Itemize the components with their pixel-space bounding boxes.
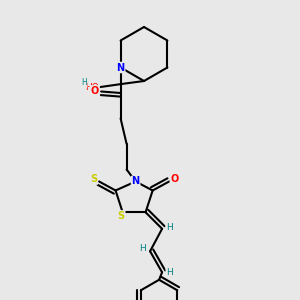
- Text: H: H: [166, 268, 173, 277]
- Text: H: H: [166, 223, 173, 232]
- Text: O: O: [90, 86, 99, 96]
- Text: H: H: [81, 78, 87, 87]
- Text: HO: HO: [85, 82, 99, 91]
- Text: S: S: [90, 174, 97, 184]
- Text: H: H: [139, 244, 146, 253]
- Text: N: N: [132, 176, 140, 187]
- Text: O: O: [170, 174, 179, 184]
- Text: N: N: [117, 62, 125, 73]
- Text: S: S: [118, 211, 125, 221]
